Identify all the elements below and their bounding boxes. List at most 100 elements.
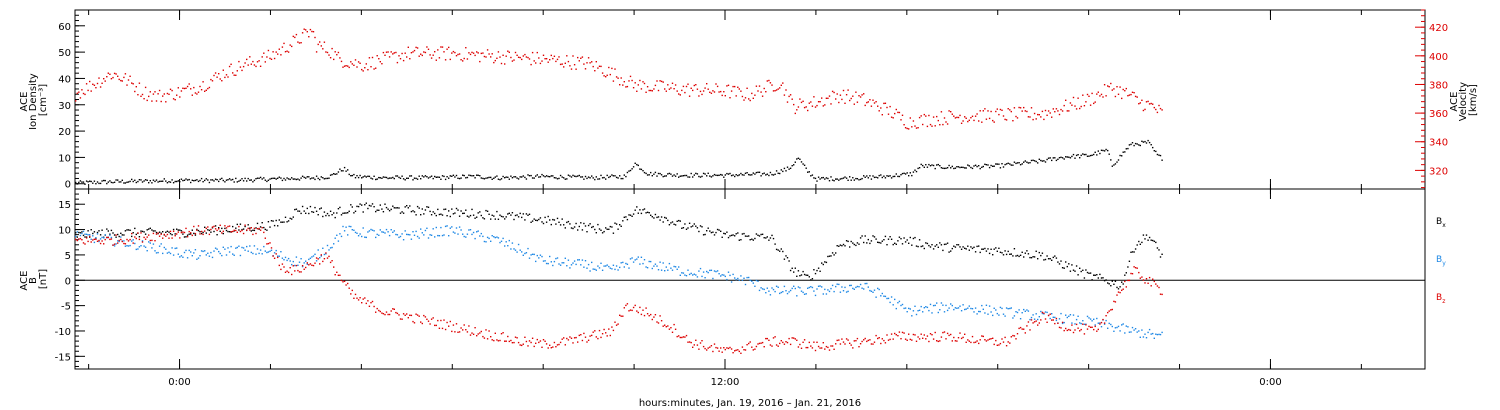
density-point xyxy=(326,177,329,180)
density-point xyxy=(948,164,950,167)
bx-point xyxy=(696,227,699,229)
velocity-point xyxy=(793,103,795,106)
bx-point xyxy=(1121,281,1123,283)
bz-point xyxy=(822,342,824,344)
by-point xyxy=(1018,309,1020,311)
velocity-point xyxy=(146,99,148,102)
by-point xyxy=(331,246,333,249)
bx-point xyxy=(407,207,409,209)
bz-point xyxy=(514,336,517,338)
velocity-point xyxy=(281,46,284,48)
bz-point xyxy=(516,337,518,339)
density-point xyxy=(1054,157,1056,159)
bz-point xyxy=(110,238,113,240)
velocity-point xyxy=(292,35,294,38)
velocity-point xyxy=(706,83,708,85)
velocity-point xyxy=(160,100,162,103)
density-point xyxy=(256,177,259,179)
bx-point xyxy=(606,228,608,230)
bx-point xyxy=(713,234,716,236)
velocity-point xyxy=(956,116,958,119)
bz-point xyxy=(971,335,974,338)
bx-point xyxy=(547,215,549,218)
density-point xyxy=(1131,142,1134,144)
bz-point xyxy=(763,346,765,348)
density-point xyxy=(399,177,402,179)
velocity-point xyxy=(194,92,197,94)
bz-point xyxy=(337,274,340,276)
bx-point xyxy=(1075,265,1078,267)
by-point xyxy=(1060,312,1062,315)
by-point xyxy=(531,253,534,255)
bz-point xyxy=(1010,336,1012,338)
velocity-point xyxy=(538,57,540,59)
bottom-left-axis-title-line-2: B xyxy=(28,277,39,284)
bx-point xyxy=(901,243,904,245)
bz-point xyxy=(388,313,391,316)
bz-point xyxy=(782,341,784,344)
bz-point xyxy=(743,349,745,351)
velocity-point xyxy=(946,123,949,125)
velocity-point xyxy=(1058,113,1061,116)
bx-point xyxy=(939,242,941,244)
by-point xyxy=(362,227,364,229)
density-point xyxy=(298,179,301,181)
bz-point xyxy=(757,343,759,345)
bx-point xyxy=(981,248,983,250)
velocity-point xyxy=(1156,111,1159,114)
density-point xyxy=(183,179,186,181)
density-point xyxy=(211,179,214,181)
by-point xyxy=(1041,312,1044,315)
bx-point xyxy=(154,230,156,232)
velocity-point xyxy=(1035,118,1037,120)
by-point xyxy=(427,237,430,239)
density-point xyxy=(336,173,338,175)
density-point xyxy=(908,175,910,177)
density-point xyxy=(497,178,500,180)
bx-point xyxy=(378,209,380,211)
bx-point xyxy=(120,232,122,234)
velocity-point xyxy=(819,101,821,103)
bz-point xyxy=(99,242,102,245)
density-point xyxy=(931,164,933,166)
by-point xyxy=(367,231,369,233)
velocity-point xyxy=(402,59,405,62)
by-point xyxy=(174,247,176,250)
density-point xyxy=(113,181,116,183)
bx-point xyxy=(744,235,747,237)
density-point xyxy=(727,173,730,175)
bz-point xyxy=(319,263,321,265)
velocity-point xyxy=(236,70,238,72)
velocity-point xyxy=(589,62,591,64)
bx-point xyxy=(940,244,943,246)
bz-point xyxy=(690,341,692,344)
velocity-point xyxy=(553,55,556,57)
by-point xyxy=(892,304,894,306)
velocity-point xyxy=(129,75,131,77)
density-point xyxy=(516,177,518,179)
bx-point xyxy=(493,215,495,217)
bx-point xyxy=(480,214,482,217)
density-point xyxy=(646,174,649,176)
bz-point xyxy=(85,237,88,239)
density-point xyxy=(575,175,577,178)
velocity-point xyxy=(1061,110,1064,112)
velocity-point xyxy=(609,73,611,76)
bz-point xyxy=(825,345,828,348)
bz-point xyxy=(385,311,388,313)
bx-point xyxy=(541,221,543,223)
by-point xyxy=(673,265,675,268)
density-point xyxy=(550,175,552,177)
bz-point xyxy=(1043,312,1045,314)
velocity-point xyxy=(179,96,181,98)
bz-point xyxy=(845,338,848,340)
bx-point xyxy=(1148,236,1151,239)
bz-point xyxy=(530,341,532,344)
velocity-point xyxy=(799,98,801,100)
velocity-point xyxy=(646,86,649,88)
by-point xyxy=(926,306,929,309)
density-point xyxy=(799,158,801,160)
by-point xyxy=(987,313,989,315)
density-point xyxy=(665,175,667,177)
velocity-point xyxy=(476,51,478,53)
